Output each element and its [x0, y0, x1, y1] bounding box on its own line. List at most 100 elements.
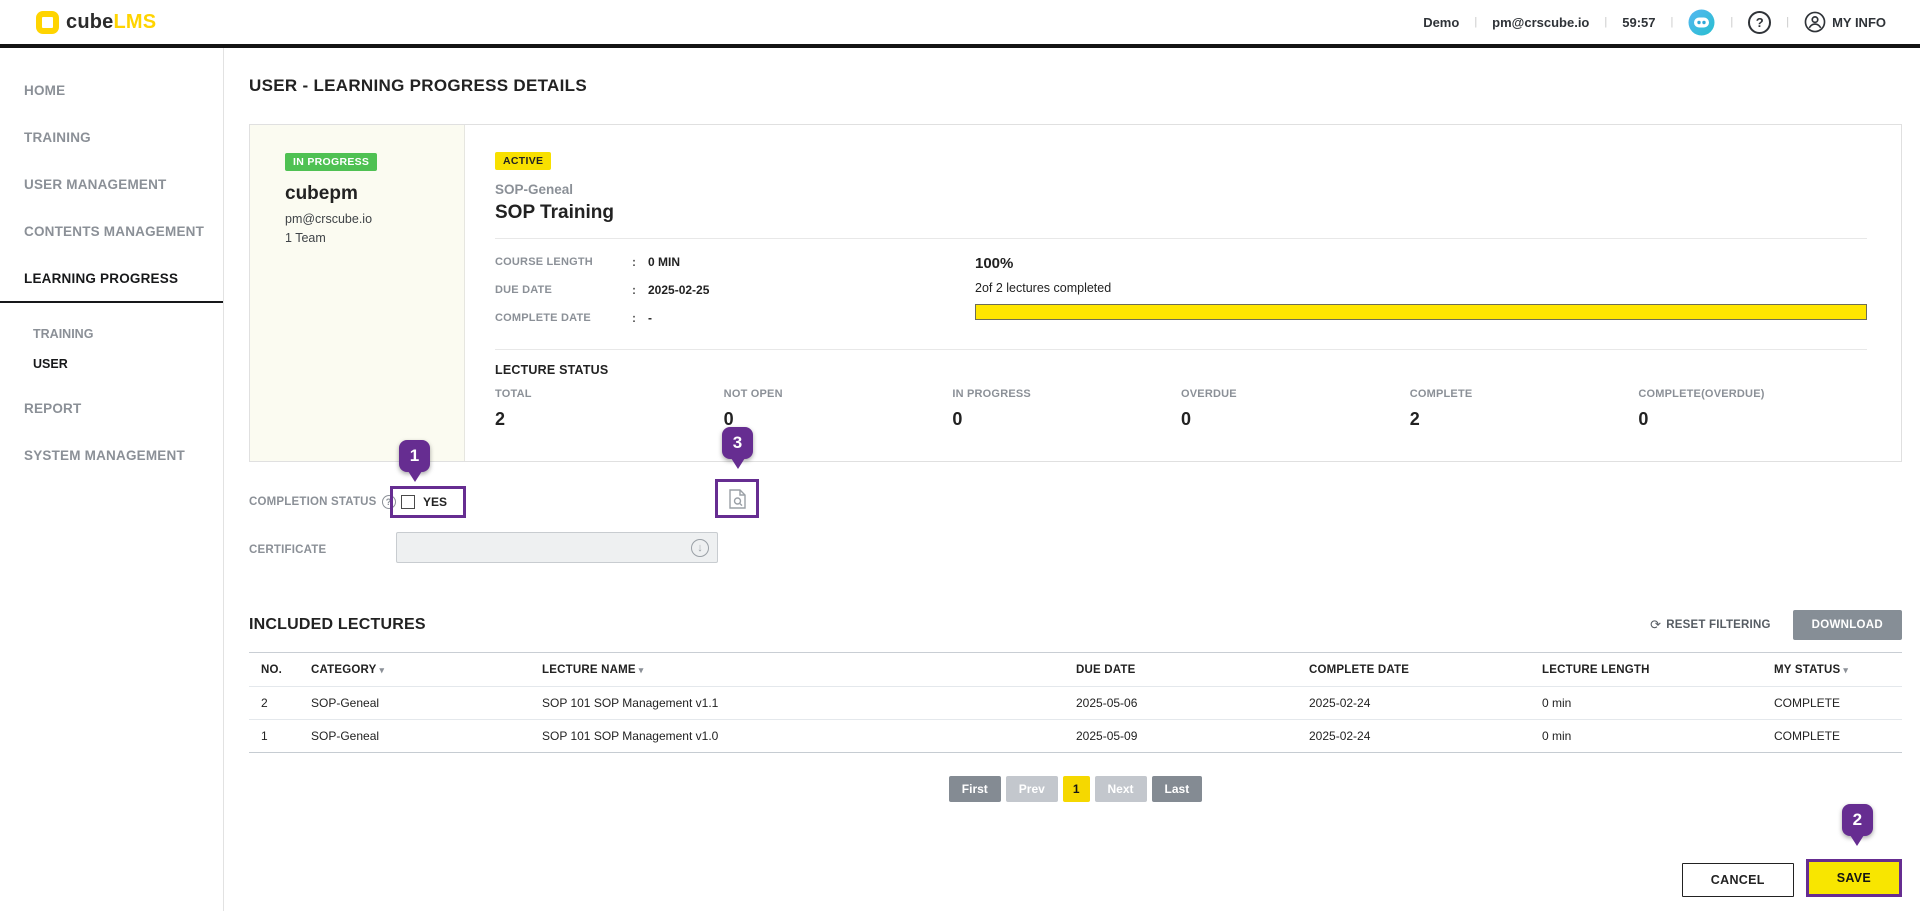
column-lecture-name[interactable]: LECTURE NAME▾: [542, 653, 1076, 687]
pagination: First Prev 1 Next Last: [249, 776, 1902, 802]
sidebar-item-contents-management[interactable]: CONTENTS MANAGEMENT: [0, 224, 223, 239]
course-info-row: COURSE LENGTH : 0 MIN DUE DATE : 2025-02…: [495, 255, 1867, 339]
progress-column: 100% 2of 2 lectures completed: [975, 255, 1867, 339]
divider: |: [1786, 16, 1789, 28]
filter-arrow-icon: ▾: [639, 665, 644, 675]
stat-complete-overdue: COMPLETE(OVERDUE) 0: [1638, 388, 1867, 430]
completion-status-label: COMPLETION STATUS ?: [249, 495, 396, 509]
annotation-badge-3: 3: [722, 427, 753, 459]
chatbot-icon[interactable]: [1688, 9, 1715, 36]
progress-bar: [975, 304, 1867, 320]
certificate-label: CERTIFICATE: [249, 544, 326, 556]
column-lecture-length: LECTURE LENGTH: [1542, 653, 1774, 687]
field-due-date: DUE DATE : 2025-02-25: [495, 283, 975, 297]
field-course-length: COURSE LENGTH : 0 MIN: [495, 255, 975, 269]
status-badge: IN PROGRESS: [285, 153, 377, 171]
reset-filtering-button[interactable]: ⟳ RESET FILTERING: [1650, 617, 1770, 633]
divider: [495, 238, 1867, 239]
cancel-button[interactable]: CANCEL: [1682, 863, 1794, 897]
stat-overdue: OVERDUE 0: [1181, 388, 1410, 430]
logo-text: cubeLMS: [66, 11, 156, 34]
certificate-input-wrap: ↓: [396, 532, 718, 563]
environment-label: Demo: [1423, 15, 1459, 30]
my-info-button[interactable]: MY INFO: [1804, 11, 1886, 33]
course-fields: COURSE LENGTH : 0 MIN DUE DATE : 2025-02…: [495, 255, 975, 339]
sidebar-subitem-user[interactable]: USER: [0, 357, 223, 371]
stat-in-progress: IN PROGRESS 0: [952, 388, 1181, 430]
username: cubepm: [285, 183, 450, 205]
included-lectures-header: INCLUDED LECTURES ⟳ RESET FILTERING DOWN…: [249, 610, 1902, 640]
refresh-icon: ⟳: [1650, 617, 1661, 633]
sidebar-item-user-management[interactable]: USER MANAGEMENT: [0, 177, 223, 192]
filter-arrow-icon: ▾: [1843, 665, 1848, 675]
completion-yes-label: YES: [423, 495, 447, 509]
course-panel: ACTIVE SOP-Geneal SOP Training COURSE LE…: [465, 125, 1901, 461]
sidebar-item-training[interactable]: TRAINING: [0, 130, 223, 145]
user-email: pm@crscube.io: [1492, 15, 1589, 30]
course-category: SOP-Geneal: [495, 182, 1867, 197]
certificate-preview-box: 3: [715, 479, 759, 518]
column-no: NO.: [249, 653, 311, 687]
divider: |: [1730, 16, 1733, 28]
sidebar-item-system-management[interactable]: SYSTEM MANAGEMENT: [0, 448, 223, 463]
divider: [495, 349, 1867, 350]
annotation-badge-2: 2: [1842, 804, 1873, 836]
form-section: COMPLETION STATUS ? 1 YES 3 CERTIFICATE: [249, 462, 1902, 598]
stat-not-open: NOT OPEN 0: [724, 388, 953, 430]
save-annotation-box: 2 SAVE: [1806, 859, 1902, 897]
pagination-last-button[interactable]: Last: [1152, 776, 1203, 802]
top-bar: cubeLMS Demo | pm@crscube.io | 59:57 |: [0, 0, 1920, 48]
sidebar-subitem-training[interactable]: TRAINING: [0, 327, 223, 341]
divider: |: [1604, 16, 1607, 28]
pagination-prev-button[interactable]: Prev: [1006, 776, 1058, 802]
pagination-first-button[interactable]: First: [949, 776, 1001, 802]
sidebar-item-home[interactable]: HOME: [0, 83, 223, 98]
pagination-page-1-button[interactable]: 1: [1063, 776, 1090, 802]
table-row: 2 SOP-Geneal SOP 101 SOP Management v1.1…: [249, 687, 1902, 720]
lecture-status-title: LECTURE STATUS: [495, 363, 1867, 377]
divider: |: [1670, 16, 1673, 28]
sidebar-item-learning-progress[interactable]: LEARNING PROGRESS: [0, 271, 223, 303]
completion-yes-checkbox[interactable]: [401, 495, 415, 509]
column-category[interactable]: CATEGORY▾: [311, 653, 542, 687]
stat-complete: COMPLETE 2: [1410, 388, 1639, 430]
help-icon[interactable]: ?: [1748, 11, 1771, 34]
stat-total: TOTAL 2: [495, 388, 724, 430]
user-team: 1 Team: [285, 231, 450, 245]
included-lectures-title: INCLUDED LECTURES: [249, 616, 426, 634]
filter-arrow-icon: ▾: [380, 665, 385, 675]
progress-text: 2of 2 lectures completed: [975, 281, 1867, 295]
session-timer: 59:57: [1622, 15, 1655, 30]
top-nav: Demo | pm@crscube.io | 59:57 | | ? |: [1423, 9, 1886, 36]
lecture-status-stats: TOTAL 2 NOT OPEN 0 IN PROGRESS 0 OVERDUE…: [495, 388, 1867, 430]
person-icon: [1804, 11, 1826, 33]
my-info-label: MY INFO: [1832, 15, 1886, 30]
lectures-table: NO. CATEGORY▾ LECTURE NAME▾ DUE DATE COM…: [249, 653, 1902, 753]
column-complete-date: COMPLETE DATE: [1309, 653, 1542, 687]
progress-bar-fill: [976, 305, 1866, 319]
main-content: USER - LEARNING PROGRESS DETAILS IN PROG…: [224, 48, 1920, 911]
page-title: USER - LEARNING PROGRESS DETAILS: [249, 76, 1902, 96]
table-header-row: NO. CATEGORY▾ LECTURE NAME▾ DUE DATE COM…: [249, 653, 1902, 687]
sidebar-item-report[interactable]: REPORT: [0, 401, 223, 416]
table-row: 1 SOP-Geneal SOP 101 SOP Management v1.0…: [249, 720, 1902, 753]
logo[interactable]: cubeLMS: [36, 11, 156, 34]
pagination-next-button[interactable]: Next: [1095, 776, 1147, 802]
user-panel: IN PROGRESS cubepm pm@crscube.io 1 Team: [250, 125, 465, 461]
column-my-status[interactable]: MY STATUS▾: [1774, 653, 1902, 687]
save-button[interactable]: SAVE: [1809, 862, 1899, 894]
course-status-badge: ACTIVE: [495, 152, 551, 170]
included-lectures-section: INCLUDED LECTURES ⟳ RESET FILTERING DOWN…: [249, 610, 1902, 802]
logo-cube-icon: [36, 11, 59, 34]
progress-percent: 100%: [975, 255, 1867, 272]
certificate-download-icon[interactable]: ↓: [691, 539, 709, 557]
lectures-actions: ⟳ RESET FILTERING DOWNLOAD: [1650, 610, 1902, 640]
course-summary-card: IN PROGRESS cubepm pm@crscube.io 1 Team …: [249, 124, 1902, 462]
column-due-date: DUE DATE: [1076, 653, 1309, 687]
bottom-actions: CANCEL 2 SAVE: [1682, 859, 1902, 897]
course-title: SOP Training: [495, 202, 1867, 224]
download-button[interactable]: DOWNLOAD: [1793, 610, 1902, 640]
certificate-input[interactable]: [397, 541, 691, 555]
completion-status-checkbox-group: 1 YES: [390, 486, 466, 518]
document-preview-icon[interactable]: [729, 489, 746, 509]
